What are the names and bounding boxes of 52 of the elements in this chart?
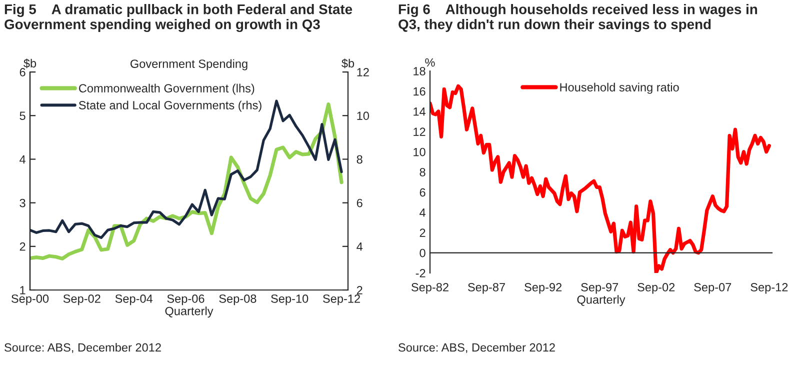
x-axis-title: Quarterly: [577, 295, 626, 306]
chart-subtitle: Government Spending: [130, 59, 248, 70]
chart-title: Fig 5 A dramatic pullback in both Federal and State Government spending weighed on growth in Q3: [4, 4, 352, 32]
line-series: [30, 100, 343, 239]
y-tick-label: 10: [414, 148, 426, 156]
line-series: [430, 84, 771, 273]
y-tick-label: 16: [414, 87, 426, 96]
y2-tick-label: 8: [356, 155, 362, 164]
source-note: Source: ABS, December 2012: [398, 342, 555, 354]
y2-tick-label: 10: [357, 112, 370, 120]
y2-axis-title: $b: [342, 58, 354, 68]
y-tick-label: 14: [414, 108, 426, 116]
y-tick-label: 1: [20, 286, 26, 294]
x-tick-label: Sep-97: [581, 283, 618, 294]
y-tick-label: -2: [416, 269, 426, 278]
chart-title: Fig 6 Although households received less in wages in Q3, they didn't run down their savings to spend: [398, 4, 758, 32]
y-tick-label: 2: [20, 242, 26, 251]
x-tick-label: Sep-07: [694, 283, 732, 294]
y-tick-label: 4: [20, 155, 26, 164]
y-tick-label: 4: [420, 208, 426, 217]
x-tick-label: Sep-04: [115, 294, 153, 306]
x-tick-label: Sep-87: [468, 283, 505, 294]
x-tick-label: Sep-82: [412, 283, 448, 294]
y-tick-label: 8: [420, 168, 426, 176]
x-tick-label: Sep-02: [63, 294, 100, 306]
y-axis-title: %: [425, 58, 435, 67]
x-tick-label: Sep-12: [323, 294, 360, 306]
y2-tick-label: 6: [356, 198, 362, 208]
x-tick-label: Sep-92: [524, 283, 562, 294]
y2-tick-label: 12: [357, 68, 369, 76]
y2-tick-label: 2: [356, 286, 362, 294]
y-tick-label: 0: [420, 248, 426, 258]
y-tick-label: 2: [420, 228, 426, 237]
source-note: Source: ABS, December 2012: [4, 342, 161, 354]
x-axis-title: Quarterly: [165, 306, 214, 318]
x-tick-label: Sep-10: [271, 294, 308, 306]
legend-label: State and Local Governments (rhs): [78, 100, 262, 112]
x-tick-label: Sep-12: [750, 283, 788, 294]
y-axis-title: $b: [24, 58, 36, 68]
x-tick-label: Sep-08: [219, 294, 256, 306]
y-tick-label: 3: [20, 198, 26, 208]
x-tick-label: Sep-02: [638, 283, 675, 294]
y-tick-label: 5: [20, 112, 26, 120]
y-tick-label: 18: [414, 67, 426, 76]
y-tick-label: 6: [20, 68, 26, 76]
legend-label: Commonwealth Government (lhs): [79, 84, 254, 95]
y2-tick-label: 4: [356, 242, 363, 251]
x-tick-label: Sep-00: [12, 294, 49, 306]
y-tick-label: 12: [414, 128, 426, 136]
legend-label: Household saving ratio: [560, 82, 679, 94]
x-tick-label: Sep-06: [167, 294, 204, 306]
y-tick-label: 6: [420, 188, 426, 197]
